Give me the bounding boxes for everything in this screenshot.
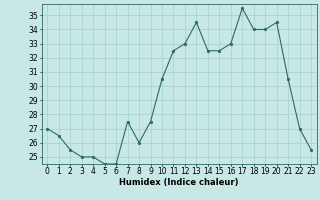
X-axis label: Humidex (Indice chaleur): Humidex (Indice chaleur)	[119, 178, 239, 187]
